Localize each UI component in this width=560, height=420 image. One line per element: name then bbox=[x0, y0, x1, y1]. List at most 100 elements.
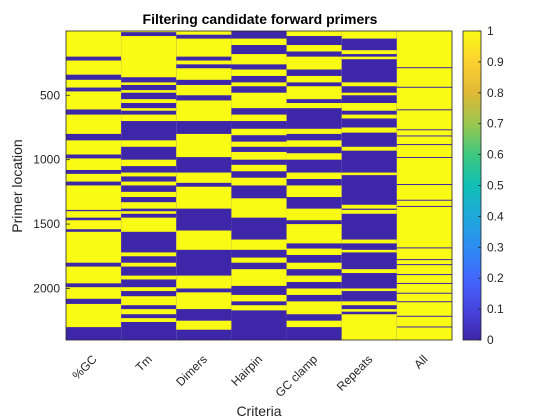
y-axis-label: Primer location bbox=[9, 139, 25, 232]
pass-band bbox=[66, 140, 122, 155]
pass-band bbox=[66, 91, 122, 110]
pass-band bbox=[121, 287, 177, 292]
pass-band bbox=[176, 31, 232, 35]
fail-line bbox=[396, 109, 452, 111]
pass-band bbox=[176, 275, 232, 289]
pass-band bbox=[231, 54, 287, 65]
pass-band bbox=[286, 301, 342, 315]
pass-band bbox=[121, 296, 177, 306]
pass-band bbox=[121, 36, 177, 78]
pass-band bbox=[231, 82, 287, 87]
pass-band bbox=[286, 45, 342, 52]
pass-band bbox=[341, 172, 397, 176]
x-tick-label-repeats: Repeats bbox=[334, 352, 376, 394]
pass-band bbox=[341, 31, 397, 39]
fail-line bbox=[396, 301, 452, 303]
x-tick-label-dimers: Dimers bbox=[173, 352, 210, 389]
pass-band bbox=[176, 60, 232, 65]
fail-line bbox=[396, 264, 452, 266]
pass-band bbox=[231, 305, 287, 311]
pass-band bbox=[286, 56, 342, 70]
pass-band bbox=[286, 103, 342, 109]
x-tick-label-gc: %GC bbox=[70, 352, 100, 382]
pass-band bbox=[176, 133, 232, 158]
x-tick-label-hairpin: Hairpin bbox=[228, 352, 265, 389]
pass-band bbox=[121, 318, 177, 322]
fail-line bbox=[396, 129, 452, 131]
pass-band bbox=[231, 198, 287, 218]
colorbar-tick-label: 0.5 bbox=[487, 179, 504, 193]
pass-band bbox=[121, 99, 177, 104]
pass-band bbox=[286, 185, 342, 198]
pass-band bbox=[286, 75, 342, 83]
fail-background-hairpin bbox=[231, 31, 287, 340]
pass-band bbox=[341, 239, 397, 244]
pass-band bbox=[121, 191, 177, 198]
column-gc-clamp bbox=[286, 31, 342, 340]
pass-band bbox=[121, 140, 177, 147]
fail-line bbox=[396, 259, 452, 261]
pass-band bbox=[231, 177, 287, 186]
pass-band bbox=[341, 92, 397, 96]
pass-band bbox=[121, 217, 177, 232]
fail-line bbox=[396, 67, 452, 69]
pass-band bbox=[121, 262, 177, 267]
pass-band bbox=[176, 68, 232, 80]
pass-band bbox=[341, 146, 397, 151]
fail-line bbox=[396, 205, 452, 207]
pass-band bbox=[66, 185, 122, 210]
colorbar-tick-label: 0.8 bbox=[487, 86, 504, 100]
colorbar-tick-label: 0.9 bbox=[487, 55, 504, 69]
pass-band bbox=[341, 50, 397, 55]
plot-frame bbox=[65, 30, 453, 341]
pass-band bbox=[121, 172, 177, 177]
pass-band bbox=[231, 164, 287, 172]
fail-line bbox=[396, 144, 452, 146]
fail-line bbox=[396, 199, 452, 201]
fail-line bbox=[396, 247, 452, 249]
pass-band bbox=[121, 211, 177, 214]
colorbar-tick-label: 0.3 bbox=[487, 240, 504, 254]
pass-band bbox=[66, 220, 122, 230]
pass-band bbox=[286, 248, 342, 255]
colorbar: 0 0.1 0.2 0.3 0.4 0.5 0.6 0.7 0.8 0.9 1 bbox=[462, 24, 504, 347]
colorbar-tick-label: 0 bbox=[487, 333, 494, 347]
pass-band bbox=[341, 301, 397, 306]
pass-band bbox=[121, 252, 177, 257]
pass-band bbox=[176, 84, 232, 96]
pass-band bbox=[286, 31, 342, 37]
x-tick-labels: %GC Tm Dimers Hairpin GC clamp Repeats All bbox=[70, 352, 431, 400]
pass-band bbox=[66, 211, 122, 218]
pass-band bbox=[121, 108, 177, 111]
fail-line bbox=[396, 315, 452, 317]
pass-band bbox=[66, 173, 122, 182]
pass-band bbox=[121, 114, 177, 122]
pass-band bbox=[231, 294, 287, 302]
pass-band bbox=[341, 114, 397, 119]
fail-line bbox=[396, 156, 452, 158]
pass-band bbox=[121, 275, 177, 280]
pass-band bbox=[121, 181, 177, 186]
pass-band bbox=[231, 141, 287, 147]
pass-band bbox=[66, 114, 122, 134]
pass-band bbox=[286, 262, 342, 270]
pass-band bbox=[66, 158, 122, 170]
pass-band bbox=[231, 114, 287, 122]
pass-band bbox=[341, 288, 397, 292]
pass-band bbox=[341, 127, 397, 133]
pass-band bbox=[66, 287, 122, 299]
pass-band bbox=[176, 230, 232, 250]
pass-band bbox=[121, 31, 177, 33]
pass-band bbox=[66, 60, 122, 75]
fail-line bbox=[396, 326, 452, 328]
fail-line bbox=[396, 282, 452, 284]
pass-band bbox=[341, 314, 397, 340]
colorbar-tick-label: 0.6 bbox=[487, 148, 504, 162]
pass-band bbox=[341, 103, 397, 111]
pass-band bbox=[341, 309, 397, 312]
pass-band bbox=[231, 128, 287, 136]
pass-band bbox=[176, 100, 232, 122]
x-tick-label-gc-clamp: GC clamp bbox=[273, 352, 321, 400]
pass-band bbox=[66, 303, 122, 328]
